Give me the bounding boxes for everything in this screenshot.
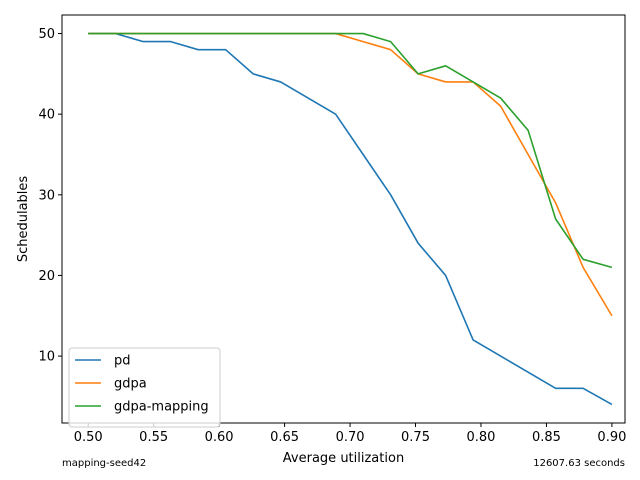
legend-box [68, 347, 221, 428]
y-axis-ticks: 10 20 30 40 50 [38, 27, 62, 365]
y-tick-label: 40 [38, 108, 55, 123]
y-tick-label: 10 [38, 350, 55, 365]
legend-label-gdpa: gdpa [114, 377, 147, 392]
x-tick-label: 0.75 [401, 430, 430, 445]
x-axis-ticks: 0.50 0.55 0.60 0.65 0.70 0.75 0.80 0.85 0.90 [74, 423, 626, 445]
series-line-pd [88, 32, 613, 406]
elapsed-time-footnote: 12607.63 seconds [533, 458, 625, 469]
x-tick-label: 0.50 [74, 430, 103, 445]
series-layer [88, 32, 613, 406]
x-tick-label: 0.55 [139, 430, 168, 445]
x-tick-label: 0.65 [270, 430, 299, 445]
legend-label-pd: pd [114, 354, 131, 369]
x-axis-label: Average utilization [283, 451, 404, 466]
y-axis-label: Schedulables [16, 176, 31, 263]
legend-label-gdpa-mapping: gdpa-mapping [114, 400, 209, 415]
x-tick-label: 0.90 [597, 430, 626, 445]
series-line-gdpa-mapping [88, 32, 613, 269]
run-name-footnote: mapping-seed42 [62, 458, 146, 469]
x-tick-label: 0.85 [532, 430, 561, 445]
x-tick-label: 0.60 [205, 430, 234, 445]
y-tick-label: 30 [38, 188, 55, 203]
x-tick-label: 0.70 [336, 430, 365, 445]
series-line-gdpa [88, 32, 613, 317]
legend: pd gdpa gdpa-mapping [68, 347, 221, 428]
y-tick-label: 20 [38, 269, 55, 284]
x-tick-label: 0.80 [467, 430, 496, 445]
y-tick-label: 50 [38, 27, 55, 42]
axes-frame [61, 14, 626, 424]
